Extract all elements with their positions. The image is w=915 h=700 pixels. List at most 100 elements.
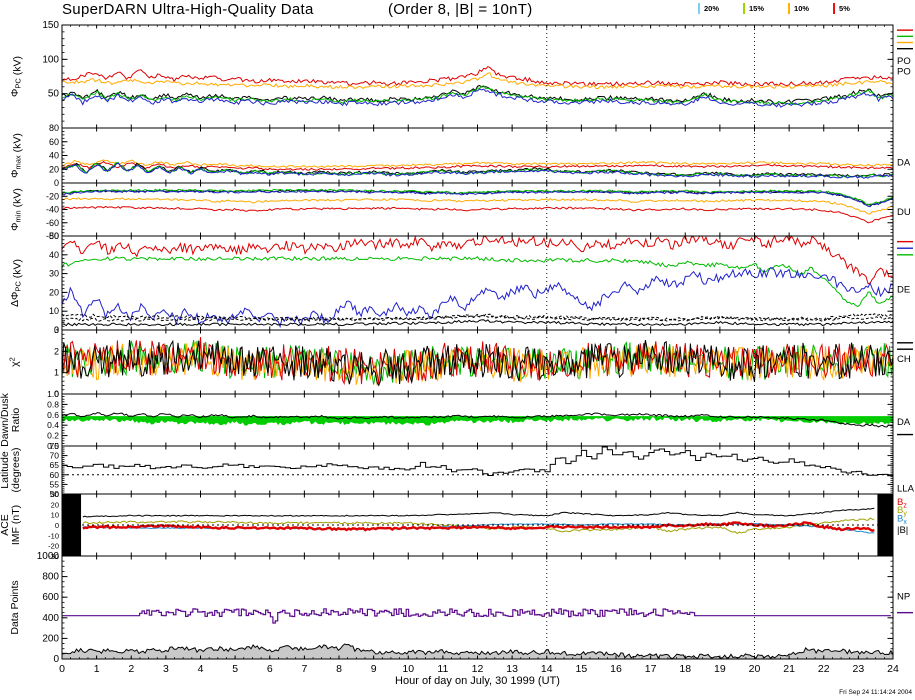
- timestamp: Fri Sep 24 11:14:24 2004: [839, 689, 912, 696]
- x-tick-label: 23: [853, 663, 865, 675]
- y-tick-label: -30: [48, 552, 59, 561]
- y-tick-label: 0: [54, 178, 59, 188]
- y-tick-label: 40: [49, 250, 59, 260]
- legend-color-bar: [698, 3, 700, 14]
- right-margin-label: By: [897, 505, 907, 518]
- y-tick-label: 10: [49, 306, 59, 316]
- y-axis-title: Dawn/Dusk: [0, 392, 11, 446]
- series-max-blue: [61, 162, 894, 179]
- right-margin-label: CH: [897, 354, 911, 365]
- legend-item-20pct: 20%: [698, 3, 719, 14]
- x-tick-label: 9: [371, 663, 377, 675]
- y-tick-label: 10: [51, 511, 59, 520]
- legend-item-15pct: 15%: [743, 3, 764, 14]
- y-tick-label: 65: [50, 460, 60, 470]
- y-axis-title: Ratio: [10, 408, 22, 433]
- y-tick-label: 400: [42, 613, 59, 624]
- percent-legend: 20% 15% 10% 5%: [698, 3, 850, 14]
- x-tick-label: 6: [267, 663, 273, 675]
- figure-title: SuperDARN Ultra-High-Quality Data: [62, 1, 314, 18]
- series-dphi-green: [61, 255, 894, 308]
- series-ratio-band: [62, 416, 893, 426]
- figure-subtitle: (Order 8, |B| = 10nT): [388, 1, 533, 18]
- y-axis-title: ΔΦPC (kV): [9, 259, 24, 307]
- x-tick-label: 16: [610, 663, 622, 675]
- data-gap-bar: [62, 494, 82, 556]
- panel-dawn-dusk-ratio: 0.00.20.40.60.81.0 Dawn/Dusk Ratio DA: [0, 389, 913, 451]
- y-tick-label: 20: [49, 287, 59, 297]
- right-margin-label: NP: [897, 591, 910, 602]
- legend-label: 20%: [704, 4, 720, 13]
- y-tick-label: 0: [54, 325, 59, 335]
- y-tick-label: 0.2: [47, 431, 59, 441]
- y-tick-label: 55: [50, 479, 60, 489]
- y-tick-label: -20: [46, 191, 59, 201]
- y-axis-title: Data Points: [9, 580, 21, 634]
- panel-phi-min: -20 -40 -60 -80 Φmin (kV) DU: [9, 182, 911, 241]
- right-margin-label: PO: [897, 56, 911, 67]
- x-tick-label: 10: [402, 663, 414, 675]
- y-axis-title: IMF (nT): [10, 505, 22, 545]
- y-tick-label: -60: [46, 218, 59, 228]
- legend-label: 15%: [749, 4, 765, 13]
- legend-color-bar: [788, 3, 791, 14]
- y-tick-label: 40: [49, 151, 59, 161]
- y-tick-label: 80: [49, 123, 59, 133]
- y-tick-label: 800: [42, 572, 59, 583]
- legend-item-5pct: 5%: [833, 3, 850, 14]
- series-min-red: [61, 205, 894, 224]
- series-dphi-black: [61, 319, 894, 327]
- series-imf-bmag: [82, 507, 875, 518]
- x-tick-label: 17: [645, 663, 657, 675]
- series-pot-green: [61, 85, 894, 106]
- y-tick-label: -40: [46, 205, 59, 215]
- y-tick-label: 600: [42, 592, 59, 603]
- x-tick-label: 12: [472, 663, 484, 675]
- legend-color-bar: [833, 3, 836, 14]
- x-tick-label: 14: [541, 663, 553, 675]
- y-tick-label: 2: [54, 346, 59, 356]
- x-tick-label: 0: [59, 663, 65, 675]
- series-fill-points-gray: [62, 644, 893, 659]
- y-tick-label: 20: [49, 164, 59, 174]
- y-tick-label: 60: [49, 137, 59, 147]
- y-tick-label: 3: [54, 325, 59, 335]
- y-axis-title: ΦPC (kV): [9, 56, 24, 97]
- y-tick-label: 30: [51, 490, 59, 499]
- panel-chi-squared: 0 1 2 3 χ2 CH: [8, 325, 913, 399]
- x-tick-label: 5: [232, 663, 238, 675]
- x-tick-label: 22: [818, 663, 830, 675]
- y-tick-label: 0.0: [47, 441, 59, 451]
- x-tick-label: 3: [163, 663, 169, 675]
- right-margin-label: |B|: [897, 525, 908, 536]
- panel-border: [61, 555, 894, 660]
- y-tick-label: 0.6: [47, 410, 59, 420]
- series-chi-red: [61, 336, 894, 386]
- legend-item-10pct: 10%: [788, 3, 809, 14]
- y-tick-label: -10: [48, 531, 59, 540]
- y-tick-label: 50: [49, 231, 59, 241]
- y-tick-label: 50: [50, 489, 60, 499]
- x-tick-label: 19: [714, 663, 726, 675]
- y-axis-title: ACE: [0, 514, 11, 536]
- y-axis-title: Φmax (kV): [9, 133, 24, 178]
- series-imf-bz: [82, 521, 875, 532]
- right-margin-label: DA: [897, 417, 911, 428]
- series-min-orange: [61, 197, 894, 215]
- right-margin-label: DU: [897, 207, 911, 218]
- right-margin-label: Bx: [897, 513, 907, 526]
- y-tick-label: 75: [50, 441, 60, 451]
- y-tick-label: -80: [46, 231, 59, 241]
- y-tick-label: 1.0: [47, 389, 59, 399]
- x-tick-label: 24: [887, 663, 899, 675]
- series-pot-blue: [61, 88, 894, 108]
- y-tick-label: 60: [50, 470, 60, 480]
- series-min-blue: [61, 189, 894, 208]
- series-dphi-black-dash2: [61, 312, 894, 321]
- y-tick-label: 70: [50, 451, 60, 461]
- y-tick-label: 100: [42, 54, 59, 65]
- right-margin-label: LLA: [897, 484, 915, 495]
- y-tick-label: 30: [49, 269, 59, 279]
- data-gap-bar: [877, 494, 893, 556]
